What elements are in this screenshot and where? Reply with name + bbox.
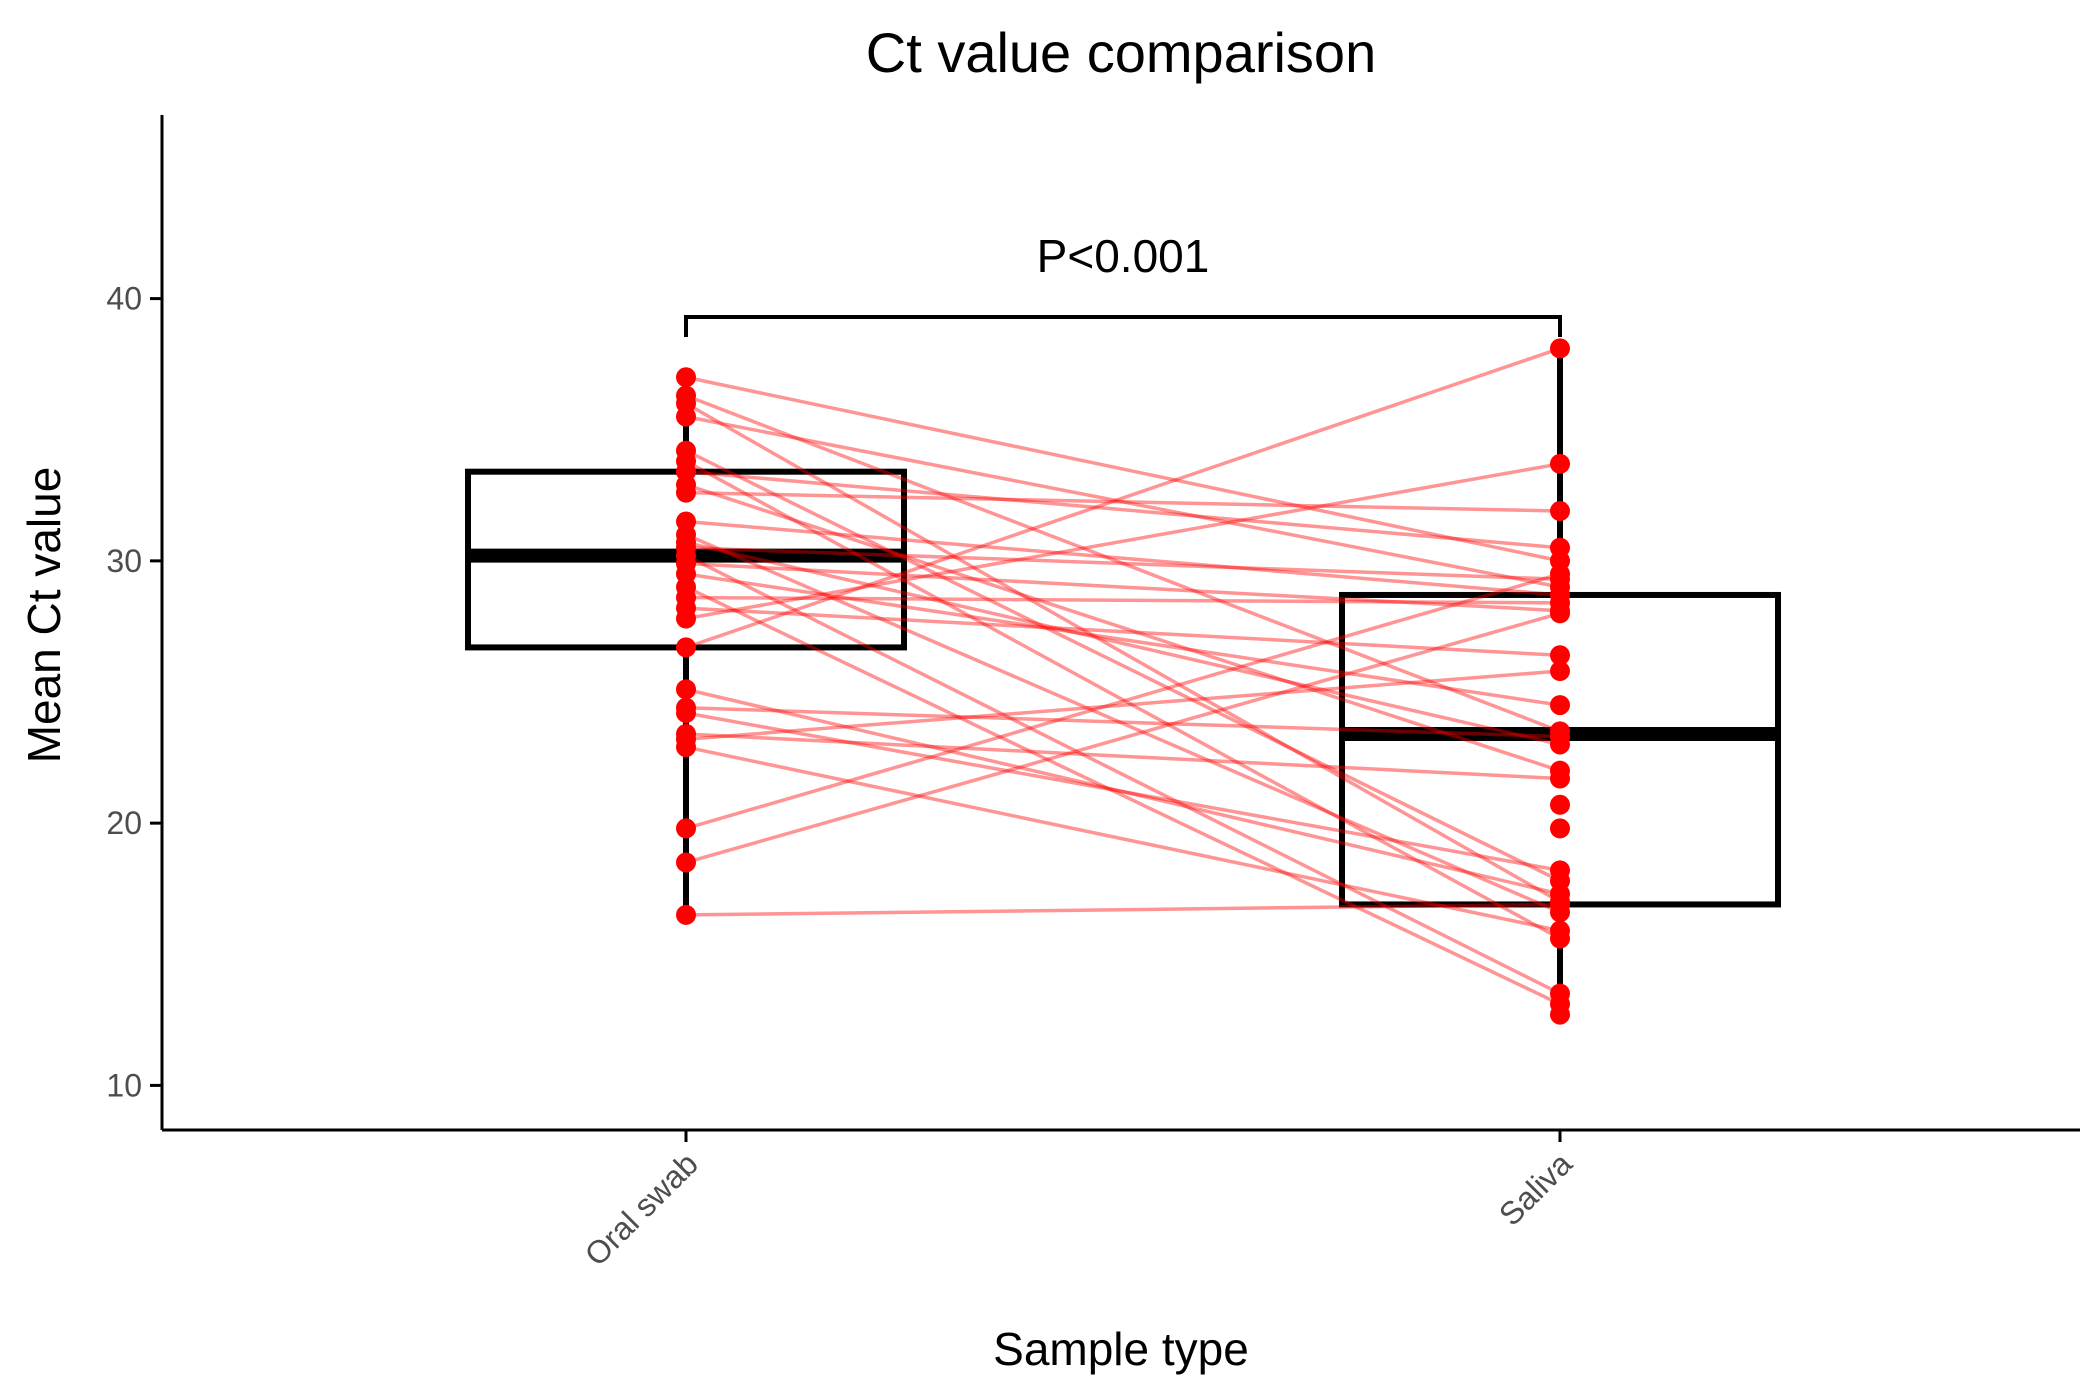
point-oral-swab <box>676 679 696 700</box>
pair-line <box>685 561 1561 613</box>
point-oral-swab <box>676 637 696 658</box>
point-oral-swab <box>676 608 696 629</box>
point-saliva <box>1550 695 1570 716</box>
pair-line <box>685 687 1561 896</box>
point-saliva <box>1550 501 1570 522</box>
pair-line <box>685 902 1561 917</box>
pair-line <box>685 554 1561 996</box>
pair-line <box>685 705 1561 739</box>
pair-line <box>685 375 1561 563</box>
y-axis-title: Mean Ct value <box>18 467 70 764</box>
point-oral-swab <box>676 737 696 758</box>
pair-line <box>685 462 1561 621</box>
point-oral-swab <box>676 904 696 925</box>
axes: 10 20 30 40 Oral swab Saliva <box>106 115 2080 1273</box>
point-saliva <box>1550 453 1570 474</box>
pair-line <box>685 611 1561 865</box>
point-saliva <box>1550 1004 1570 1025</box>
point-oral-swab <box>676 818 696 839</box>
pair-line <box>685 669 1561 741</box>
pair-line <box>685 546 1561 581</box>
point-oral-swab <box>676 406 696 427</box>
y-tick-label: 20 <box>106 805 142 841</box>
point-oral-swab <box>676 852 696 873</box>
pair-line <box>685 540 1561 747</box>
pair-line <box>685 469 1561 550</box>
point-saliva <box>1550 338 1570 359</box>
pair-line <box>685 572 1561 707</box>
point-oral-swab <box>676 367 696 388</box>
pair-line <box>685 519 1561 597</box>
y-tick-label: 40 <box>106 281 142 317</box>
boxes <box>465 348 1781 1015</box>
point-saliva <box>1550 794 1570 815</box>
pair-line <box>685 732 1561 781</box>
pair-lines <box>685 346 1561 1006</box>
pair-line <box>685 483 1561 773</box>
point-saliva <box>1550 860 1570 881</box>
point-saliva <box>1550 920 1570 941</box>
point-saliva <box>1550 894 1570 915</box>
pair-line <box>685 346 1561 650</box>
pair-line <box>685 595 1561 605</box>
point-saliva <box>1550 645 1570 666</box>
point-saliva <box>1550 563 1570 584</box>
pair-line <box>685 449 1561 883</box>
significance-bracket: P<0.001 <box>684 230 1562 337</box>
point-saliva <box>1550 726 1570 747</box>
pair-line <box>685 393 1561 733</box>
x-tick-label: Oral swab <box>578 1145 705 1272</box>
pair-line <box>685 585 1561 1006</box>
y-tick-label: 10 <box>106 1067 142 1103</box>
pair-line <box>685 414 1561 589</box>
pair-line <box>685 606 1561 658</box>
points <box>676 338 1570 1025</box>
point-saliva <box>1550 661 1570 682</box>
pair-line <box>685 490 1561 513</box>
pair-line <box>685 711 1561 873</box>
pair-line <box>685 401 1561 904</box>
y-tick-label: 30 <box>106 543 142 579</box>
point-oral-swab <box>676 702 696 723</box>
point-saliva <box>1550 603 1570 624</box>
point-saliva <box>1550 537 1570 558</box>
x-tick-label: Saliva <box>1492 1145 1579 1232</box>
pair-line <box>685 533 1561 914</box>
pair-line <box>685 459 1561 941</box>
p-value-label: P<0.001 <box>1037 230 1210 282</box>
chart-title: Ct value comparison <box>866 21 1376 84</box>
pair-line <box>685 745 1561 933</box>
point-saliva <box>1550 768 1570 789</box>
point-saliva <box>1550 818 1570 839</box>
x-axis-title: Sample type <box>993 1323 1249 1375</box>
bracket-line <box>684 314 1562 337</box>
point-oral-swab <box>676 482 696 503</box>
pair-line <box>685 572 1561 831</box>
